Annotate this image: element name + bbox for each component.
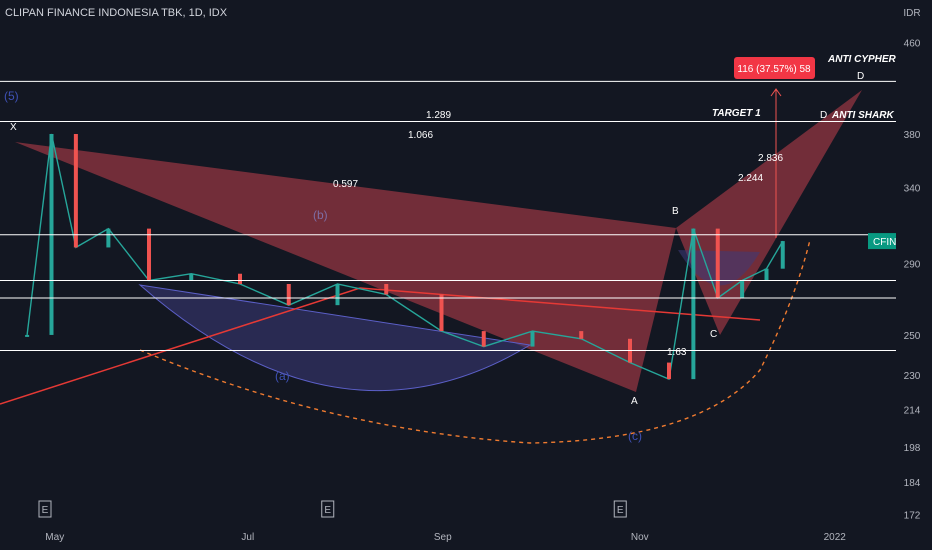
candle [439, 294, 444, 332]
candle [147, 228, 151, 281]
candle [286, 283, 291, 306]
candle [189, 273, 194, 281]
price-tick: 340 [904, 183, 921, 194]
ratio-2-label: 1.066 [408, 130, 433, 141]
point-d-cypher-label: D [857, 71, 864, 82]
price-tick: 184 [904, 478, 921, 489]
point-b-label: B [672, 206, 679, 217]
ratio-4-label: 2.836 [758, 153, 783, 164]
point-x-label: X [10, 122, 17, 133]
earnings-marker[interactable] [321, 500, 335, 518]
time-label: May [45, 532, 64, 543]
time-label: Sep [434, 532, 452, 543]
dashed-curve [139, 239, 811, 444]
candle [73, 134, 78, 248]
anti-cypher-label: ANTI CYPHER [827, 54, 897, 65]
price-axis: IDR 460 380 340 290 250 230 214 198 184 172 [896, 0, 932, 525]
anti-shark-label: ANTI SHARK [831, 110, 894, 121]
wave-b-label: (b) [313, 208, 328, 222]
measure-arrow [770, 88, 782, 238]
candle [691, 228, 696, 380]
time-label: 2022 [824, 532, 847, 543]
point-a-label: A [631, 396, 638, 407]
candle [579, 331, 584, 339]
target-label: TARGET 1 [712, 108, 761, 119]
candle [238, 273, 242, 284]
measure-box [734, 57, 815, 79]
price-tick: 460 [904, 38, 921, 49]
wave-c-label: (c) [628, 429, 642, 443]
candle [106, 228, 111, 248]
point-c-label: C [710, 329, 717, 340]
time-label: Jul [241, 532, 254, 543]
measure-box-label: 116 (37.57%) 58 [737, 64, 811, 75]
time-labels: MayJulSepNov2022MarMayJulSep [45, 532, 847, 543]
time-label: Nov [631, 532, 649, 543]
current-symbol: CFIN [873, 237, 896, 248]
price-tick: 230 [904, 371, 921, 382]
earnings-markers: EEEEEE [38, 500, 627, 518]
price-tick: 172 [904, 510, 921, 521]
harmonic-pattern-layer [0, 88, 862, 444]
wave-5-label: (5) [4, 89, 19, 103]
earnings-marker-label: E [42, 505, 49, 516]
candle [384, 283, 389, 295]
price-tick: 250 [904, 331, 921, 342]
trend-channel-line [0, 287, 761, 405]
price-tick: 198 [904, 443, 921, 454]
ratio-3-label: 0.597 [333, 179, 358, 190]
ratio-5-label: 2.244 [738, 173, 763, 184]
annotations: (5) (a) (b) (c) X A B C D D ANTI CYPHER … [4, 54, 897, 443]
earnings-marker-label: E [324, 505, 331, 516]
earnings-marker[interactable] [38, 500, 52, 518]
candle [667, 362, 671, 380]
price-tick: 214 [904, 406, 921, 417]
wave-a-label: (a) [275, 369, 290, 383]
arc-a [138, 284, 532, 392]
candle [740, 280, 745, 298]
chart-title: CLIPAN FINANCE INDONESIA TBK, 1D, IDX [5, 7, 228, 19]
ratio-6-label: 1.63 [667, 347, 687, 358]
candle [780, 241, 785, 269]
candle [530, 331, 535, 347]
time-axis: MayJulSepNov2022MarMayJulSep EEEEEE [38, 500, 847, 543]
candle [481, 331, 486, 347]
price-axis-unit: IDR [903, 8, 920, 19]
ratio-1-label: 1.289 [426, 110, 451, 121]
earnings-marker-label: E [617, 505, 624, 516]
earnings-marker[interactable] [613, 500, 627, 518]
candle [335, 283, 340, 306]
price-tick: 380 [904, 130, 921, 141]
price-ticks: 460 380 340 290 250 230 214 198 184 172 [904, 38, 921, 521]
candle [715, 228, 720, 298]
price-tick: 290 [904, 260, 921, 271]
point-d-shark-label: D [820, 110, 827, 121]
candle [764, 268, 769, 281]
candle [25, 334, 30, 337]
cypher-pattern-area [15, 142, 676, 392]
